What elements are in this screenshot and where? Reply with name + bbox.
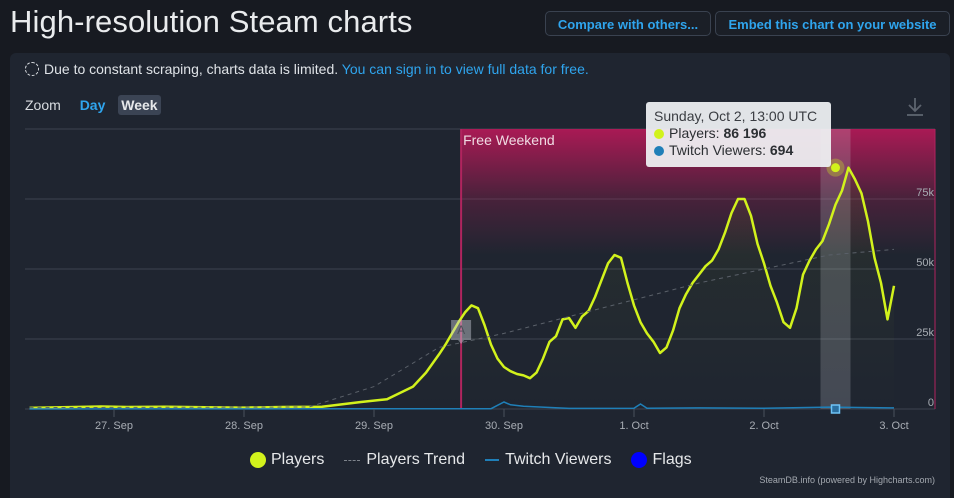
compare-button[interactable]: Compare with others... [545,11,711,36]
twitch-hover-point [830,404,841,414]
tooltip-twitch-value: 694 [769,142,794,158]
data-limit-notice: Due to constant scraping, charts data is… [25,61,589,77]
legend-twitch-label: Twitch Viewers [505,451,612,468]
chart-legend: Players Players Trend Twitch Viewers Fla… [250,451,712,469]
legend-players[interactable]: Players [250,451,324,469]
zoom-day-button[interactable]: Day [79,97,106,113]
svg-text:25k: 25k [916,327,934,339]
legend-flags[interactable]: Flags [631,451,692,469]
tooltip-twitch-row: Twitch Viewers: 694 [654,142,823,159]
tooltip-players-label: Players: [669,125,720,141]
zoom-label: Zoom [25,97,61,113]
tooltip-players-value: 86 196 [723,125,767,141]
y-axis: 0 25k 50k 75k [916,187,934,409]
flags-legend-icon [631,452,648,468]
download-icon[interactable] [905,96,925,118]
notice-text: Due to constant scraping, charts data is… [44,61,339,77]
loading-spinner-icon [25,62,39,76]
svg-text:0: 0 [928,397,934,409]
tooltip-date: Sunday, Oct 2, 13:00 UTC [654,108,818,124]
svg-text:50k: 50k [916,257,934,269]
zoom-controls: Zoom Day Week [25,95,161,115]
band-label: Free Weekend [463,132,555,148]
svg-text:2. Oct: 2. Oct [749,420,778,432]
tooltip-twitch-label: Twitch Viewers: [669,142,766,158]
hover-point [831,163,840,173]
legend-twitch-viewers[interactable]: Twitch Viewers [485,451,611,469]
twitch-dot-icon [654,145,664,156]
player-chart[interactable]: Free Weekend 0 25k 50k 75k 27. Sep 28. Sep 29… [0,0,954,450]
players-dot-icon [654,128,664,139]
tooltip-players-row: Players: 86 196 [654,125,823,142]
svg-text:27. Sep: 27. Sep [95,420,133,432]
twitch-viewers-line [29,401,895,410]
legend-players-trend[interactable]: Players Trend [344,451,465,469]
svg-text:29. Sep: 29. Sep [355,420,393,432]
svg-text:A: A [457,323,465,337]
chart-credits[interactable]: SteamDB.info (powered by Highcharts.com) [759,475,935,485]
svg-text:30. Sep: 30. Sep [485,420,523,432]
players-legend-icon [250,452,266,468]
svg-text:3. Oct: 3. Oct [879,420,908,432]
trend-legend-icon [344,459,361,461]
legend-players-label: Players [271,451,325,468]
chart-series [29,166,896,410]
chart-tooltip: Sunday, Oct 2, 13:00 UTC Players: 86 196… [646,102,831,167]
x-axis: 27. Sep 28. Sep 29. Sep 30. Sep 1. Oct 2. Oct… [95,409,909,432]
svg-text:1. Oct: 1. Oct [619,420,648,432]
flag-marker-a: A [451,320,472,344]
legend-flags-label: Flags [652,451,692,468]
chart-markers: A [451,158,845,414]
players-line [29,166,896,410]
zoom-week-button[interactable]: Week [118,95,161,115]
twitch-legend-icon [485,459,500,461]
legend-trend-label: Players Trend [366,451,466,468]
embed-chart-button[interactable]: Embed this chart on your website [715,11,950,36]
sign-in-link[interactable]: You can sign in to view full data for fr… [341,61,589,77]
svg-text:75k: 75k [916,187,934,199]
svg-text:28. Sep: 28. Sep [225,420,263,432]
page-title: High-resolution Steam charts [10,4,413,39]
